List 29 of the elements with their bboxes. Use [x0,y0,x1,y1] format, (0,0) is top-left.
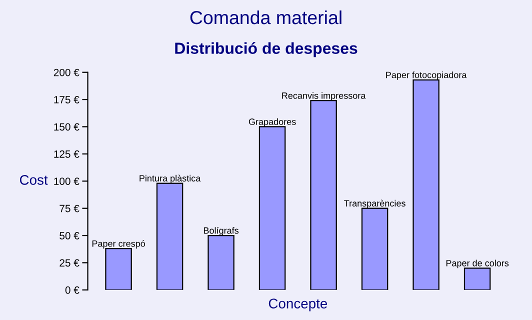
y-axis-title: Cost [20,175,48,185]
bar [464,268,491,290]
chart-subtitle: Distribució de despeses [175,42,358,58]
y-tick-label: 125 € [54,150,80,158]
bar [105,248,132,290]
y-tick-label: 75 € [60,204,80,212]
x-tick-label: Paper fotocopiadora [386,72,467,80]
bar [258,126,286,290]
bar [412,79,440,290]
y-tick-label: 50 € [60,232,80,240]
y-tick-label: 0 € [65,286,80,294]
x-tick-label: Recanvis impressora [282,92,366,101]
x-tick-label: Transparències [344,200,406,208]
bar [361,208,388,290]
y-tick-label: 100 € [54,178,80,185]
x-tick-label: Pintura plàstica [140,174,201,184]
x-tick-label: Paper crespó [92,240,146,249]
y-tick-label: 200 € [54,68,80,76]
x-tick-label: Paper de colors [446,260,509,268]
bar [208,234,234,290]
chart-title: Comanda material [190,10,342,24]
bar [156,182,184,290]
x-tick-label: Bolígrafs [204,227,239,236]
x-tick-label: Grapadores [248,118,296,127]
bar [310,100,337,290]
y-tick-label: 150 € [54,123,80,131]
y-tick-label: 25 € [60,259,80,267]
x-axis-title: Concepte [268,298,328,312]
y-tick-label: 175 € [54,96,80,104]
